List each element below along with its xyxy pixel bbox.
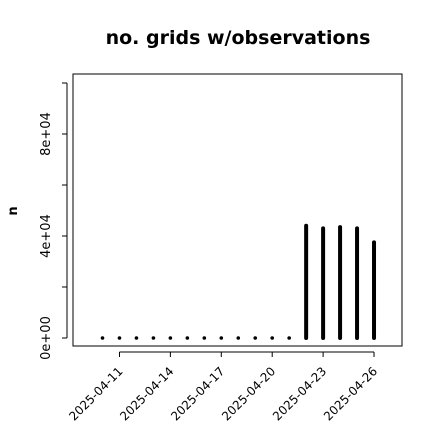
bars [100, 223, 377, 340]
bar [253, 336, 258, 340]
bar [202, 336, 207, 340]
x-tick-label: 2025-04-26 [321, 364, 380, 423]
y-tick-label: 4e+04 [39, 214, 54, 258]
bar [270, 336, 275, 340]
x-tick-label: 2025-04-20 [219, 364, 278, 423]
x-tick-label: 2025-04-23 [270, 364, 329, 423]
bar [134, 336, 139, 340]
x-tick-label: 2025-04-17 [168, 364, 227, 423]
x-tick-label: 2025-04-11 [66, 364, 125, 423]
y-tick-label: 0e+00 [39, 316, 54, 360]
bar [236, 336, 241, 340]
x-tick-label: 2025-04-14 [117, 364, 176, 423]
bar [219, 336, 224, 340]
bar [185, 336, 190, 340]
bar [151, 336, 156, 340]
bar [117, 336, 122, 340]
plot-frame [72, 73, 403, 347]
x-axis: 2025-04-112025-04-142025-04-172025-04-20… [66, 351, 380, 423]
bar [287, 336, 291, 340]
chart-title: no. grids w/observations [106, 27, 371, 49]
bar [168, 336, 173, 340]
bar [100, 336, 105, 340]
y-tick-label: 8e+04 [39, 112, 54, 156]
y-axis-label: n [6, 206, 21, 215]
y-axis: 0e+00 4e+04 8e+04 [39, 82, 68, 360]
